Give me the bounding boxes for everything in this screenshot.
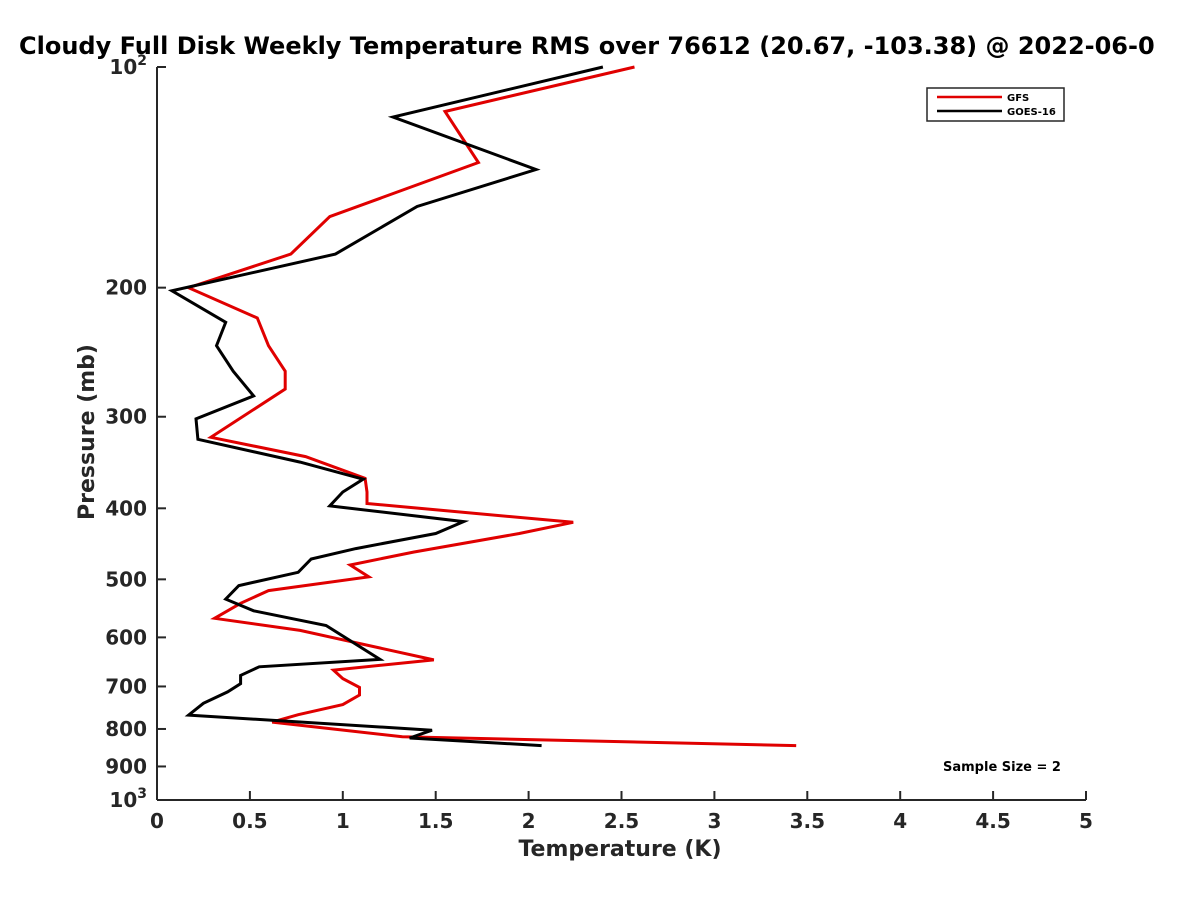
- legend-label: GFS: [1007, 93, 1029, 104]
- y-tick-label: 300: [105, 405, 147, 429]
- sample-size-annotation: Sample Size = 2: [943, 760, 1061, 775]
- x-tick-label: 1.5: [418, 809, 453, 833]
- series-line-goes-16: [167, 65, 604, 748]
- y-tick-label: 400: [105, 496, 147, 520]
- legend-label: GOES-16: [1007, 107, 1056, 118]
- x-tick-label: 2: [522, 809, 536, 833]
- x-tick-label: 1: [336, 809, 350, 833]
- legend-box: [926, 87, 1065, 122]
- y-tick-label: 102: [109, 53, 147, 79]
- y-tick-label: 800: [105, 717, 147, 741]
- x-tick-label: 0: [150, 809, 164, 833]
- plot-area: [167, 65, 797, 748]
- legend: GFS GOES-16: [926, 87, 1065, 122]
- x-tick-label: 4.5: [975, 809, 1010, 833]
- axes: 0 0.5 1 1.5 2 2.5 3 3.5 4 4.5 5 102 200 300 400 500 600 7…: [105, 53, 1093, 833]
- y-tick-label: 500: [105, 567, 147, 591]
- x-tick-label: 4: [893, 809, 907, 833]
- chart-title: Cloudy Full Disk Weekly Temperature RMS …: [19, 32, 1155, 60]
- y-tick-label: 900: [105, 754, 147, 778]
- x-tick-label: 2.5: [604, 809, 639, 833]
- y-tick-label: 600: [105, 625, 147, 649]
- y-tick-label: 700: [105, 674, 147, 698]
- x-tick-label: 5: [1079, 809, 1093, 833]
- x-tick-label: 3.5: [790, 809, 825, 833]
- y-tick-label: 200: [105, 276, 147, 300]
- y-tick-label: 103: [109, 786, 147, 812]
- x-tick-label: 0.5: [232, 809, 267, 833]
- series-line-gfs: [184, 65, 797, 748]
- y-axis-label: Pressure (mb): [75, 344, 100, 520]
- x-axis-label: Temperature (K): [518, 837, 721, 862]
- x-tick-label: 3: [707, 809, 721, 833]
